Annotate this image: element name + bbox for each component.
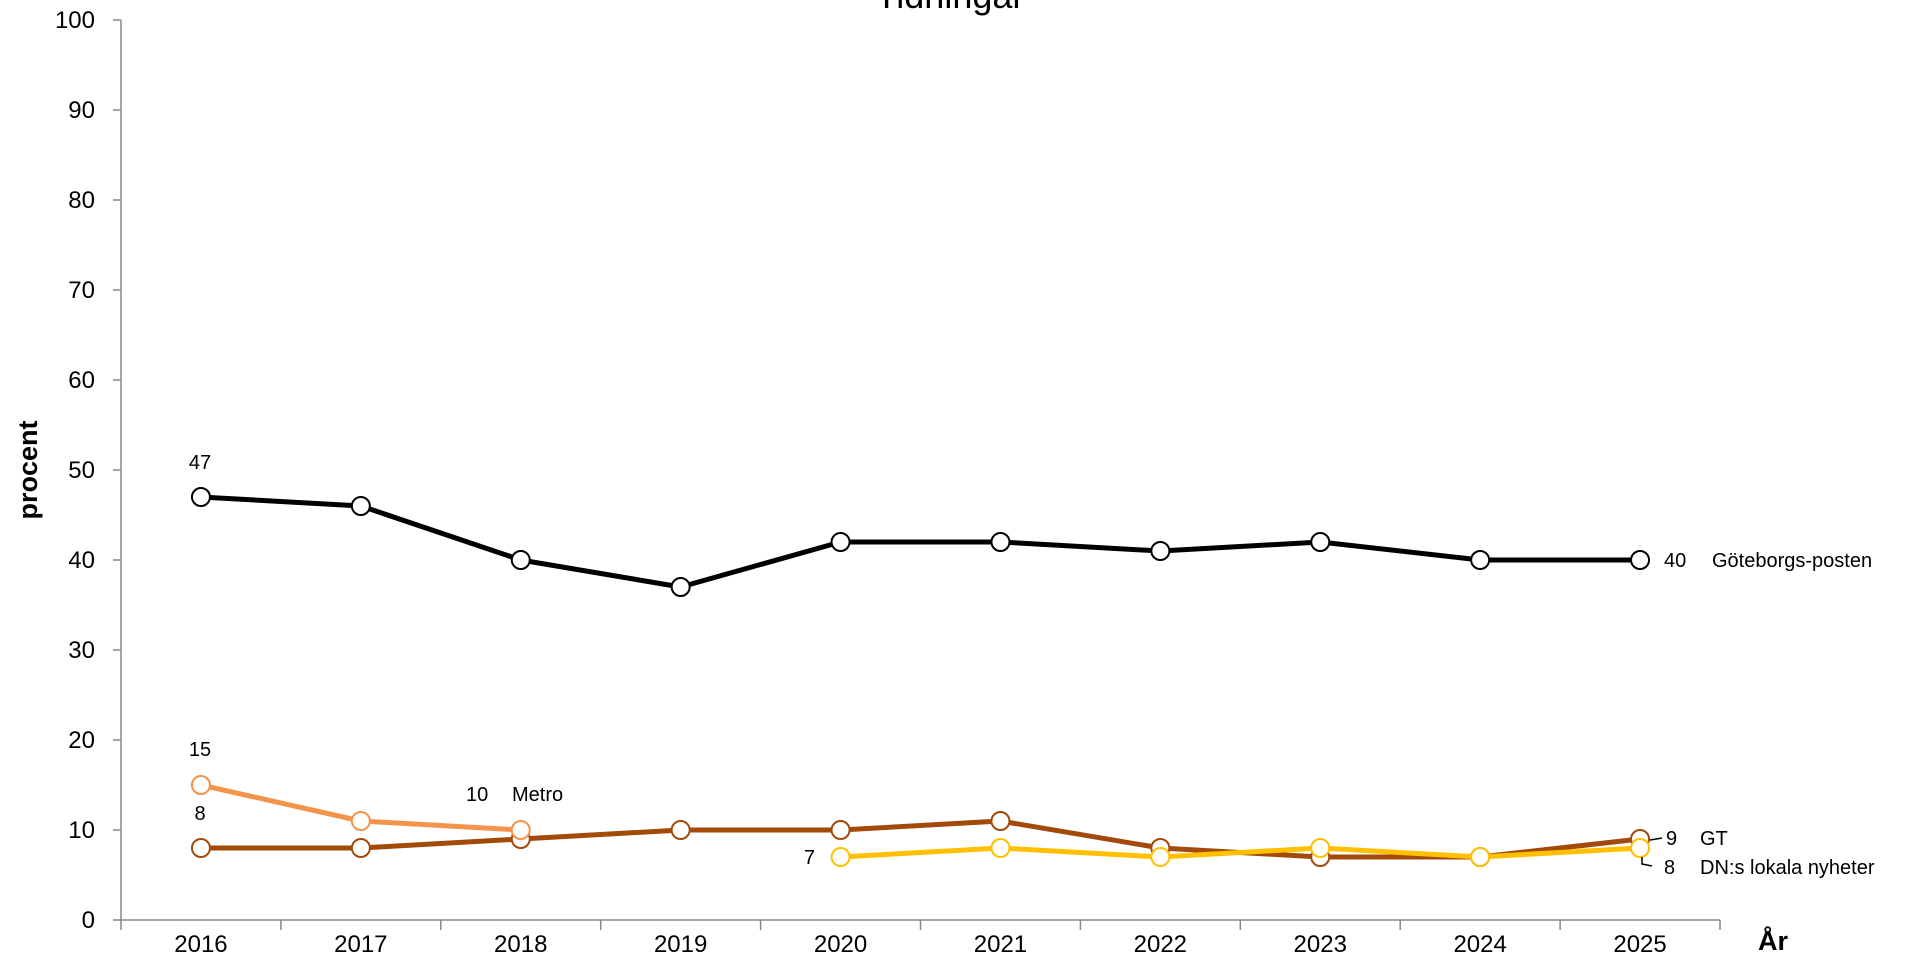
data-point-g-teborgs-posten [350,496,371,516]
gt-leader-line [1649,837,1663,841]
x-tick-label: 2020 [814,931,867,958]
data-point-dn-s-lokala-nyheter [1310,838,1331,858]
data-point-metro [510,820,531,840]
data-point-g-teborgs-posten [190,487,211,507]
data-point-dn-s-lokala-nyheter [1630,838,1651,858]
x-tick-label: 2019 [654,931,707,958]
series-dn-s-lokala-nyheter [830,838,1651,867]
x-tick-label: 2021 [974,931,1027,958]
data-labels: 47 40 Göteborgs-posten 15 10 Metro 8 9 G… [189,452,1875,879]
y-tick-label: 40 [68,547,95,574]
y-axis-ticks: 0 10 20 30 40 50 60 70 80 90 100 [55,7,121,934]
data-point-gt [190,838,211,858]
x-tick-label: 2023 [1294,931,1347,958]
gt-series-label: GT [1700,828,1728,850]
x-tick-label: 2022 [1134,931,1187,958]
data-point-dn-s-lokala-nyheter [990,838,1011,858]
data-point-dn-s-lokala-nyheter [1150,847,1171,867]
data-point-g-teborgs-posten [1470,550,1491,570]
data-point-dn-s-lokala-nyheter [1470,847,1491,867]
y-tick-label: 0 [82,907,95,934]
y-tick-label: 60 [68,367,95,394]
y-axis-title: procent [13,420,43,519]
x-tick-label: 2017 [334,931,387,958]
series-line-dn-s-lokala-nyheter [840,845,1641,860]
y-tick-label: 20 [68,727,95,754]
x-tick-label: 2024 [1453,931,1506,958]
y-tick-label: 90 [68,97,95,124]
data-point-g-teborgs-posten [1310,532,1331,552]
dn-series-label: DN:s lokala nyheter [1700,857,1875,879]
y-tick-label: 70 [68,277,95,304]
data-point-g-teborgs-posten [510,550,531,570]
series-gt [190,811,1651,867]
series-metro [190,775,531,840]
x-axis-ticks: 2016 2017 2018 2019 2020 2021 2022 2023 2024 2025 [120,920,1721,958]
chart-title: Tidningar [876,0,1025,16]
x-axis-title: År [1758,925,1788,956]
y-tick-label: 100 [55,7,95,34]
gp-series-label: Göteborgs-posten [1712,550,1872,572]
metro-last-value-label: 10 [466,784,488,806]
series-layer [190,487,1651,867]
data-point-gt [350,838,371,858]
data-point-gt [830,820,851,840]
y-tick-label: 30 [68,637,95,664]
data-point-g-teborgs-posten [990,532,1011,552]
x-tick-label: 2025 [1613,931,1666,958]
gp-first-value-label: 47 [189,452,211,474]
data-point-g-teborgs-posten [1150,541,1171,561]
metro-series-label: Metro [512,784,563,806]
gp-last-value-label: 40 [1664,550,1686,572]
x-tick-label: 2018 [494,931,547,958]
data-point-gt [670,820,691,840]
series-g-teborgs-posten [190,487,1651,597]
data-point-metro [190,775,211,795]
data-point-gt [990,811,1011,831]
y-tick-label: 50 [68,457,95,484]
dn-last-value-label: 8 [1664,857,1675,879]
data-point-g-teborgs-posten [830,532,851,552]
data-point-g-teborgs-posten [670,577,691,597]
metro-first-value-label: 15 [189,739,211,761]
series-line-g-teborgs-posten [200,494,1641,590]
gt-last-value-label: 9 [1666,828,1677,850]
dn-leader-line [1641,857,1653,867]
data-point-dn-s-lokala-nyheter [830,847,851,867]
dn-first-value-label: 7 [804,847,815,869]
series-line-gt [200,818,1641,860]
leader-lines [1641,837,1663,867]
data-point-metro [350,811,371,831]
x-tick-label: 2016 [174,931,227,958]
y-tick-label: 80 [68,187,95,214]
data-point-g-teborgs-posten [1630,550,1651,570]
gt-first-value-label: 8 [194,803,205,825]
y-tick-label: 10 [68,817,95,844]
